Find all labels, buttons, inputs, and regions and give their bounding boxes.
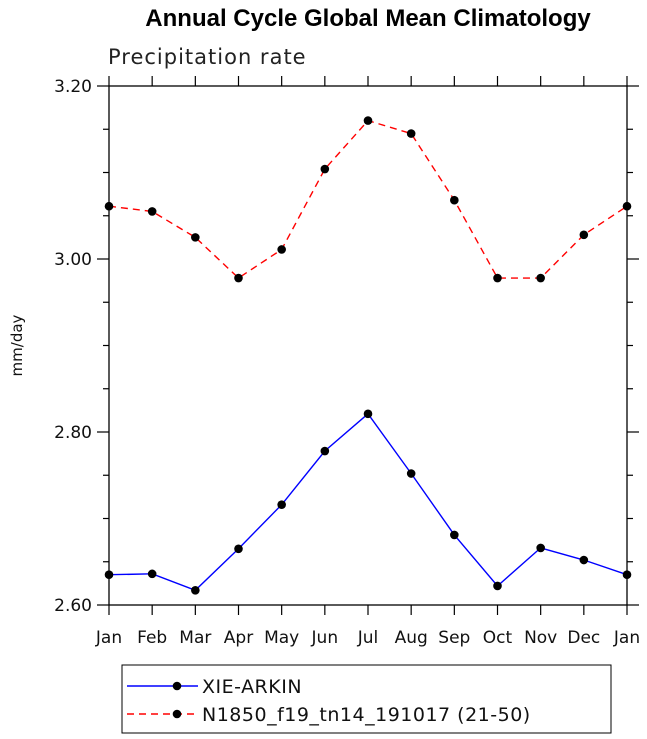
data-point xyxy=(234,273,243,283)
data-point xyxy=(536,543,545,553)
data-point xyxy=(536,273,545,283)
legend-label: N1850_f19_tn14_191017 (21-50) xyxy=(202,704,531,726)
series-line xyxy=(108,119,628,279)
legend-label: XIE-ARKIN xyxy=(202,676,302,698)
data-point xyxy=(579,230,589,240)
data-point xyxy=(191,233,200,242)
legend: XIE-ARKIN N1850_f19_tn14_191017 (21-50) xyxy=(121,664,612,734)
data-point xyxy=(147,569,157,579)
data-point xyxy=(363,116,373,125)
x-tick-label: Oct xyxy=(483,628,513,648)
data-point xyxy=(622,570,632,580)
plot-frame xyxy=(108,85,628,606)
data-point xyxy=(450,195,459,205)
x-tick-label: Jul xyxy=(357,628,379,648)
data-point xyxy=(234,544,243,554)
data-point xyxy=(406,469,416,478)
y-axis-label: mm/day xyxy=(8,314,26,376)
data-point xyxy=(104,570,114,580)
data-point xyxy=(191,585,200,595)
series-n1850 xyxy=(104,116,632,283)
y-tick-label: 2.60 xyxy=(54,596,92,616)
legend-marker xyxy=(172,681,182,691)
data-point xyxy=(493,273,502,283)
y-tick-label: 2.80 xyxy=(54,423,92,443)
x-tick-label: Aug xyxy=(395,628,428,648)
x-tick-label: Apr xyxy=(224,628,253,648)
plot-area: 2.60 2.80 3.00 3.20 Jan Feb Mar Apr May Jun Jul Aug… xyxy=(54,76,640,648)
data-point xyxy=(277,500,286,509)
data-point xyxy=(450,530,459,540)
x-tick-label: Feb xyxy=(137,628,167,648)
chart-subtitle: Precipitation rate xyxy=(108,45,307,69)
x-tick-label: Jun xyxy=(311,628,339,648)
data-point xyxy=(104,201,114,211)
data-point xyxy=(320,164,330,174)
data-point xyxy=(579,555,589,565)
data-point xyxy=(320,446,330,456)
y-tick-label: 3.00 xyxy=(54,250,92,270)
data-point xyxy=(493,581,502,591)
chart-title: Annual Cycle Global Mean Climatology xyxy=(145,5,591,32)
x-tick-label: Dec xyxy=(567,628,600,648)
y-tick-label: 3.20 xyxy=(54,77,92,97)
data-point xyxy=(406,129,416,138)
series-xie-arkin xyxy=(104,409,632,595)
legend-marker xyxy=(172,709,182,719)
x-tick-label: Nov xyxy=(524,628,557,648)
data-point xyxy=(147,207,157,216)
x-tick-label: May xyxy=(264,628,299,648)
x-tick-label: Jan xyxy=(95,628,122,648)
series-line xyxy=(108,412,628,592)
legend-box xyxy=(121,664,612,734)
data-point xyxy=(277,245,286,254)
x-tick-label: Mar xyxy=(179,628,211,648)
data-point xyxy=(363,409,373,419)
data-point xyxy=(622,201,632,211)
x-tick-label: Jan xyxy=(613,628,640,648)
x-tick-label: Sep xyxy=(438,628,470,648)
